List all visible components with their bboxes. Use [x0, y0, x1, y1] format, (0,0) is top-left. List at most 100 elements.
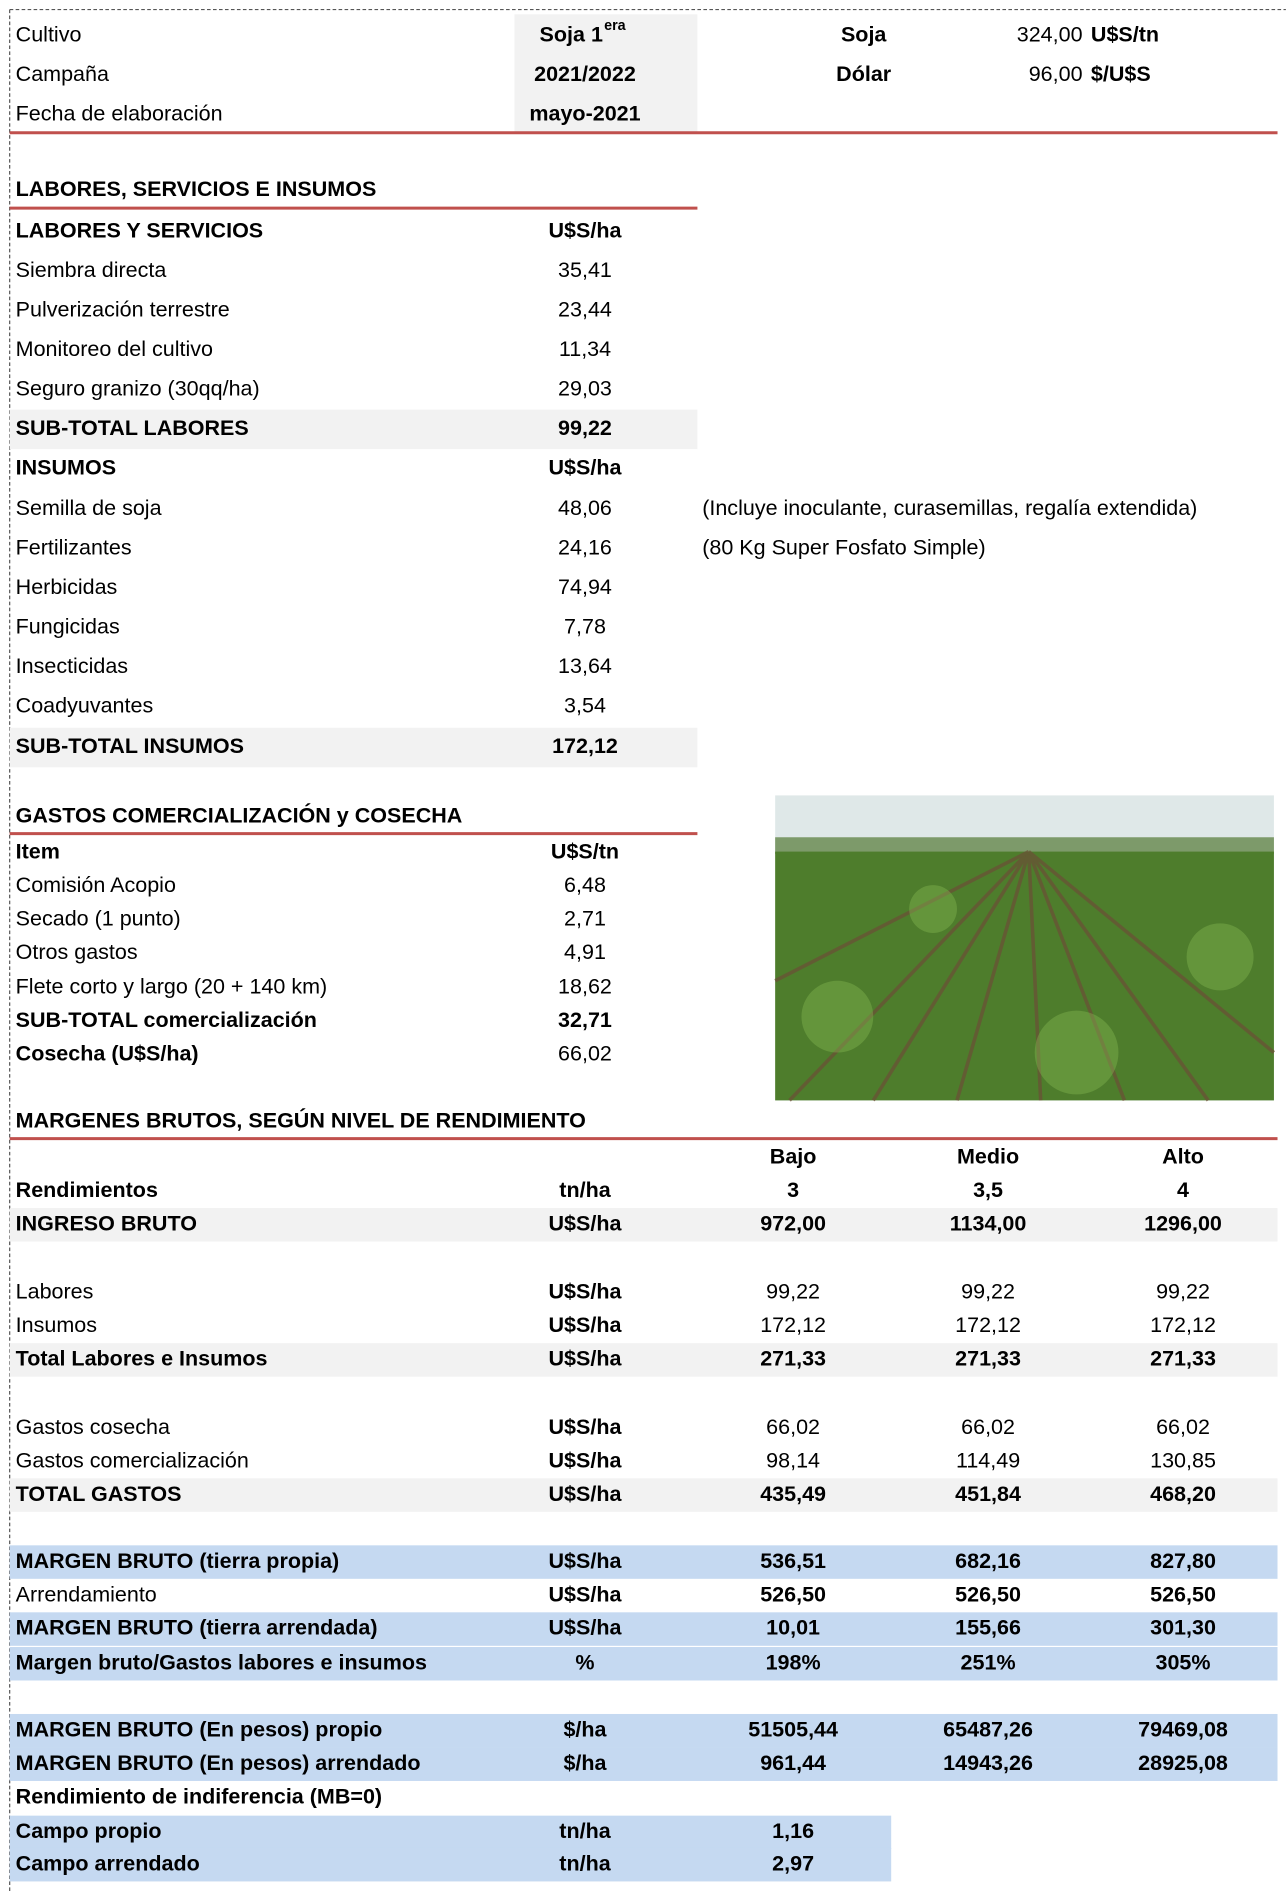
- row-value: 66,02: [558, 1042, 612, 1066]
- row-value: 271,33: [760, 1347, 826, 1371]
- row-unit: U$S/ha: [549, 1313, 623, 1337]
- row-value: U$S/ha: [549, 219, 623, 243]
- row-value: 98,14: [766, 1448, 820, 1472]
- row-value: 526,50: [1150, 1582, 1216, 1606]
- row-label: MARGEN BRUTO (tierra propia): [16, 1549, 340, 1573]
- row-shade: [9, 1208, 1278, 1242]
- section-title: LABORES, SERVICIOS E INSUMOS: [16, 177, 377, 201]
- header-shade: [514, 14, 698, 133]
- row-label: LABORES Y SERVICIOS: [16, 219, 264, 243]
- row-value: 13,64: [558, 654, 612, 678]
- row-value: 435,49: [760, 1482, 826, 1506]
- row-value: 130,85: [1150, 1448, 1216, 1472]
- row-label: Campo arrendado: [16, 1851, 200, 1875]
- row-value: 48,06: [558, 496, 612, 520]
- row-value: 66,02: [961, 1415, 1015, 1439]
- price-name: Dólar: [836, 62, 892, 86]
- row-shade: [9, 1815, 892, 1850]
- row-value: 251%: [961, 1650, 1016, 1674]
- header-value: Soja 1: [540, 23, 603, 47]
- row-value: 827,80: [1150, 1549, 1216, 1573]
- column-header: Alto: [1162, 1144, 1204, 1168]
- row-label: TOTAL GASTOS: [16, 1482, 182, 1506]
- header-label: Cultivo: [16, 23, 82, 47]
- row-unit: U$S/ha: [549, 1211, 623, 1235]
- row-value: 3,5: [973, 1178, 1003, 1202]
- price-unit: $/U$S: [1091, 62, 1151, 86]
- row-value: 172,12: [955, 1313, 1021, 1337]
- row-value: 1,16: [772, 1819, 814, 1843]
- row-label: Secado (1 punto): [16, 906, 181, 930]
- row-unit: U$S/ha: [549, 1582, 623, 1606]
- row-value: 526,50: [955, 1582, 1021, 1606]
- subtotal-shade: [9, 409, 698, 450]
- row-value: 172,12: [1150, 1313, 1216, 1337]
- field-photo: [774, 795, 1276, 1102]
- row-value: 51505,44: [748, 1717, 838, 1741]
- header-value: mayo-2021: [529, 102, 640, 126]
- row-label: Flete corto y largo (20 + 140 km): [16, 975, 328, 999]
- row-unit: U$S/ha: [549, 1347, 623, 1371]
- row-value: 1134,00: [950, 1211, 1027, 1235]
- section-title: GASTOS COMERCIALIZACIÓN y COSECHA: [16, 803, 463, 828]
- row-label: INSUMOS: [16, 456, 116, 480]
- row-shade: [9, 1847, 892, 1882]
- row-value: 29,03: [558, 377, 612, 401]
- header-label: Fecha de elaboración: [16, 102, 223, 126]
- row-label: Gastos cosecha: [16, 1415, 170, 1439]
- row-unit: $/ha: [563, 1717, 607, 1741]
- row-unit: %: [575, 1650, 594, 1674]
- price-value: 324,00: [1017, 23, 1083, 47]
- row-value: 198%: [766, 1650, 821, 1674]
- row-value: 99,22: [961, 1280, 1015, 1304]
- section-title: Rendimiento de indiferencia (MB=0): [16, 1784, 382, 1808]
- row-label: SUB-TOTAL LABORES: [16, 416, 249, 440]
- row-label: Seguro granizo (30qq/ha): [16, 377, 260, 401]
- row-shade: [9, 1612, 1278, 1646]
- row-value: 14943,26: [943, 1751, 1033, 1775]
- row-unit: U$S/ha: [549, 1549, 623, 1573]
- column-header: Bajo: [770, 1144, 817, 1168]
- row-value: 536,51: [760, 1549, 826, 1573]
- row-label: SUB-TOTAL comercialización: [16, 1008, 317, 1032]
- row-value: 99,22: [558, 416, 612, 440]
- price-unit: U$S/tn: [1091, 23, 1159, 47]
- row-value: 1296,00: [1144, 1211, 1222, 1235]
- row-value: 155,66: [955, 1616, 1021, 1640]
- row-value: 99,22: [766, 1280, 820, 1304]
- row-value: 65487,26: [943, 1717, 1033, 1741]
- row-label: Insumos: [16, 1313, 97, 1337]
- price-value: 96,00: [1029, 62, 1083, 86]
- row-value: 18,62: [558, 975, 612, 999]
- row-value: 3,54: [564, 694, 606, 718]
- row-value: 74,94: [558, 575, 612, 599]
- row-value: 79469,08: [1138, 1717, 1228, 1741]
- row-label: Labores: [16, 1280, 94, 1304]
- row-label: SUB-TOTAL INSUMOS: [16, 734, 244, 758]
- row-value: 4,91: [564, 940, 606, 964]
- row-value: 301,30: [1150, 1616, 1216, 1640]
- row-unit: U$S/ha: [549, 1482, 623, 1506]
- row-label: Margen bruto/Gastos labores e insumos: [16, 1650, 427, 1674]
- subtotal-shade: [9, 727, 698, 768]
- row-value: 10,01: [766, 1616, 820, 1640]
- header-label: Campaña: [16, 62, 109, 86]
- section-title: MARGENES BRUTOS, SEGÚN NIVEL DE RENDIMIE…: [16, 1108, 586, 1133]
- column-header: Medio: [957, 1144, 1019, 1168]
- row-value: 11,34: [559, 337, 611, 361]
- row-value: U$S/ha: [549, 456, 623, 480]
- row-label: MARGEN BRUTO (En pesos) propio: [16, 1717, 383, 1741]
- row-label: Otros gastos: [16, 940, 138, 964]
- row-unit: tn/ha: [559, 1851, 611, 1875]
- row-value: 271,33: [1150, 1347, 1216, 1371]
- row-value: 961,44: [760, 1751, 826, 1775]
- header-value: 2021/2022: [534, 62, 636, 86]
- row-shade: [9, 1713, 1278, 1748]
- row-shade: [9, 1343, 1278, 1377]
- row-value: 6,48: [564, 873, 606, 897]
- row-label: Cosecha (U$S/ha): [16, 1042, 199, 1066]
- row-label: Comisión Acopio: [16, 873, 176, 897]
- row-label: Fertilizantes: [16, 536, 132, 560]
- row-label: Item: [16, 839, 60, 863]
